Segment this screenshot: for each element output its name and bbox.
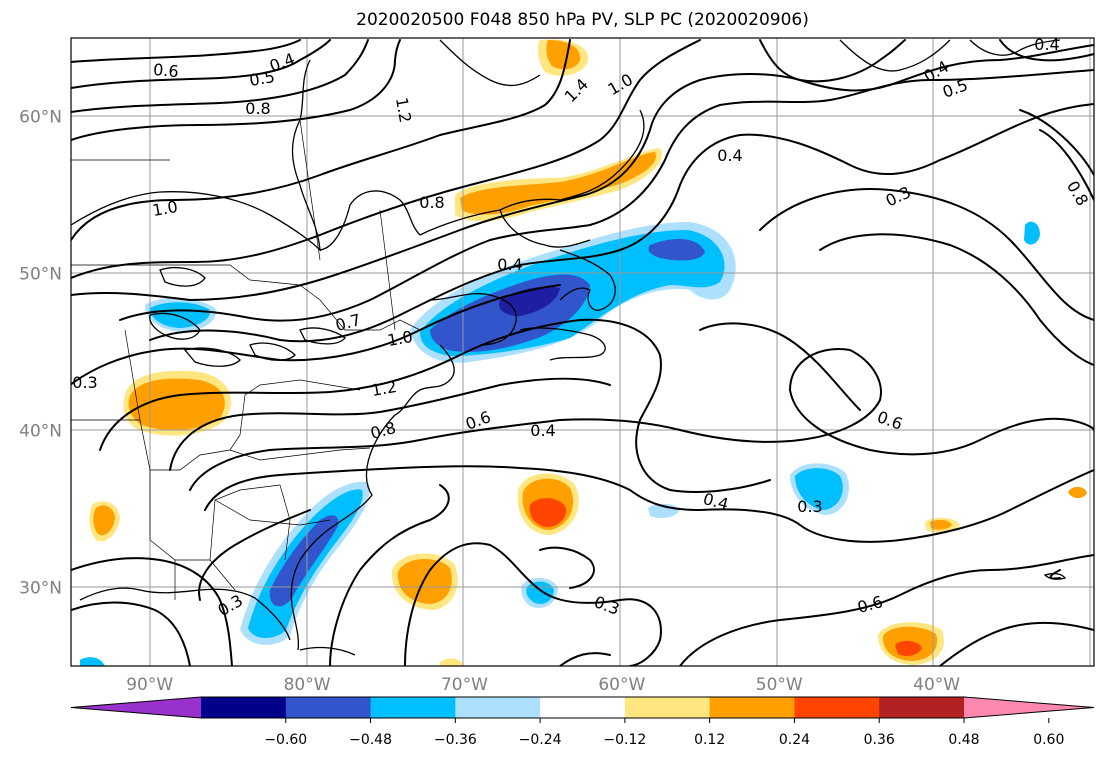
colorbar: −0.60 −0.48 −0.36 −0.24 −0.12 0.12 0.24 0.36 0.4…	[70, 696, 1095, 748]
latitude-labels: 60°N 50°N 40°N 30°N	[19, 108, 62, 599]
slp-contours	[71, 39, 1094, 666]
contour-label: 0.6	[152, 60, 179, 81]
contour-label: 0.8	[419, 193, 444, 212]
contour-label: 0.8	[245, 99, 270, 118]
latitude-label: 40°N	[19, 422, 62, 442]
longitude-label: 90°W	[126, 675, 173, 695]
colorbar-segment	[794, 697, 880, 718]
contour-label: 1.2	[392, 96, 415, 124]
map-background	[71, 38, 1094, 666]
colorbar-tick-label: 0.48	[948, 732, 979, 748]
colorbar-extend-low	[71, 697, 201, 718]
longitude-labels: 90°W 80°W 70°W 60°W 50°W 40°W	[126, 675, 960, 695]
contour-label: 1.0	[151, 197, 179, 220]
colorbar-segment	[709, 697, 795, 718]
colorbar-tick-label: −0.24	[519, 732, 562, 748]
contour-label: 1.0	[386, 327, 414, 350]
colorbar-tick-label: −0.48	[349, 732, 392, 748]
map-frame	[70, 37, 1095, 667]
colorbar-segment	[455, 697, 541, 718]
colorbar-tick-label: −0.60	[264, 732, 307, 748]
latitude-label: 30°N	[19, 579, 62, 599]
colorbar-segment	[285, 697, 372, 718]
colorbar-segment	[370, 697, 456, 718]
colorbar-segment	[201, 697, 287, 718]
longitude-label: 70°W	[441, 675, 488, 695]
contour-label: 0.4	[1034, 35, 1059, 54]
longitude-label: 50°W	[756, 675, 803, 695]
pv-shading	[80, 39, 1087, 666]
contour-label: 0.5	[248, 67, 276, 90]
contour-label: 0.4	[497, 255, 522, 274]
colorbar-segment	[624, 697, 711, 718]
colorbar-tick-label: 0.60	[1033, 732, 1064, 748]
colorbar-extend-high	[964, 697, 1094, 718]
colorbar-tick-label: 0.12	[694, 732, 725, 748]
colorbar-tick-label: −0.36	[434, 732, 477, 748]
longitude-label: 60°W	[598, 675, 645, 695]
longitude-label: 80°W	[284, 675, 331, 695]
longitude-label: 40°W	[913, 675, 960, 695]
map-title: 2020020500 F048 850 hPa PV, SLP PC (2020…	[356, 10, 809, 30]
colorbar-tick-label: −0.12	[603, 732, 646, 748]
colorbar-tick-label: 0.36	[864, 732, 895, 748]
contour-label: 0.4	[717, 146, 742, 165]
colorbar-segment	[879, 697, 965, 718]
contour-label: 0.3	[797, 497, 822, 516]
contour-label: 0.3	[72, 373, 97, 392]
contour-label: 0.4	[530, 421, 555, 440]
colorbar-tick-label: 0.24	[779, 732, 810, 748]
colorbar-segment	[540, 697, 626, 718]
latitude-label: 60°N	[19, 108, 62, 128]
latitude-label: 50°N	[19, 265, 62, 285]
contour-label: 1.2	[370, 377, 398, 400]
